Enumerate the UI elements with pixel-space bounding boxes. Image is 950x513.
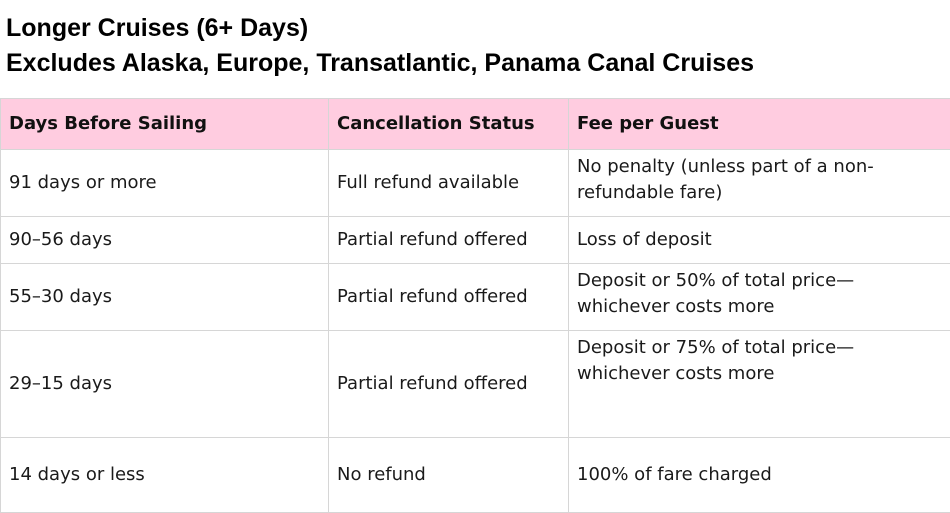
- cell-fee: Loss of deposit: [569, 217, 950, 264]
- cell-fee: 100% of fare charged: [569, 438, 950, 513]
- cell-days: 14 days or less: [1, 438, 329, 513]
- cell-days: 91 days or more: [1, 150, 329, 217]
- cell-days: 29–15 days: [1, 331, 329, 438]
- table-row: 91 days or more Full refund available No…: [1, 150, 950, 217]
- table-row: 90–56 days Partial refund offered Loss o…: [1, 217, 950, 264]
- cell-status: Partial refund offered: [329, 331, 569, 438]
- cell-status: Partial refund offered: [329, 264, 569, 331]
- cell-days: 55–30 days: [1, 264, 329, 331]
- table-row: 29–15 days Partial refund offered Deposi…: [1, 331, 950, 438]
- cell-status: Partial refund offered: [329, 217, 569, 264]
- cancellation-fee-table: Days Before Sailing Cancellation Status …: [0, 98, 950, 513]
- table-row: 55–30 days Partial refund offered Deposi…: [1, 264, 950, 331]
- cell-status: Full refund available: [329, 150, 569, 217]
- table-header-row: Days Before Sailing Cancellation Status …: [1, 99, 950, 150]
- cell-days: 90–56 days: [1, 217, 329, 264]
- page-title: Longer Cruises (6+ Days): [6, 11, 946, 46]
- table-row: 14 days or less No refund 100% of fare c…: [1, 438, 950, 513]
- cell-fee: Deposit or 75% of total price—whichever …: [569, 331, 950, 438]
- page-subtitle: Excludes Alaska, Europe, Transatlantic, …: [6, 46, 946, 81]
- header-days-before-sailing: Days Before Sailing: [1, 99, 329, 150]
- cell-fee: No penalty (unless part of a non-refunda…: [569, 150, 950, 217]
- cell-status: No refund: [329, 438, 569, 513]
- header-fee-per-guest: Fee per Guest: [569, 99, 950, 150]
- cell-fee: Deposit or 50% of total price—whichever …: [569, 264, 950, 331]
- header-cancellation-status: Cancellation Status: [329, 99, 569, 150]
- page-title-block: Longer Cruises (6+ Days) Excludes Alaska…: [6, 11, 946, 81]
